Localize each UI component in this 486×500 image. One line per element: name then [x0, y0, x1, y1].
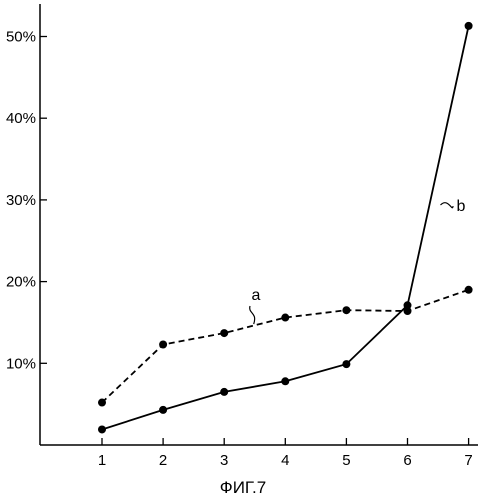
x-tick-label: 2: [159, 452, 167, 469]
data-point-a: [159, 341, 167, 349]
series-tag-leader-a: [250, 306, 255, 324]
chart-axes: [40, 4, 478, 445]
data-point-b: [98, 425, 106, 433]
chart-series: [98, 22, 473, 434]
y-tick-label: 10%: [6, 355, 36, 372]
x-tick-label: 3: [220, 452, 228, 469]
x-tick-label: 5: [342, 452, 350, 469]
series-tag-a: a: [252, 287, 261, 304]
y-tick-label: 50%: [6, 29, 36, 46]
data-point-a: [220, 329, 228, 337]
x-tick-label: 6: [403, 452, 411, 469]
x-tick-label: 1: [98, 452, 106, 469]
y-tick-label: 20%: [6, 274, 36, 291]
axis-ticks: 10% 20% 30% 40% 50% 1 2 3 4 5 6 7: [6, 29, 473, 470]
series-tags: ab: [250, 198, 466, 324]
data-point-b: [342, 360, 350, 368]
data-point-a: [465, 286, 473, 294]
series-tag-leader-b: [440, 203, 453, 208]
data-point-b: [220, 388, 228, 396]
data-point-a: [98, 399, 106, 407]
data-point-b: [404, 301, 412, 309]
series-tag-b: b: [457, 198, 466, 215]
data-point-b: [465, 22, 473, 30]
y-tick-label: 40%: [6, 110, 36, 127]
x-tick-label: 7: [464, 452, 472, 469]
series-line-a: [102, 290, 469, 403]
data-point-a: [342, 306, 350, 314]
series-line-b: [102, 26, 469, 430]
x-tick-label: 4: [281, 452, 289, 469]
data-point-b: [281, 377, 289, 385]
figure-caption: ФИГ.7: [0, 478, 486, 498]
y-tick-label: 30%: [6, 192, 36, 209]
data-point-b: [159, 406, 167, 414]
data-point-a: [281, 314, 289, 322]
